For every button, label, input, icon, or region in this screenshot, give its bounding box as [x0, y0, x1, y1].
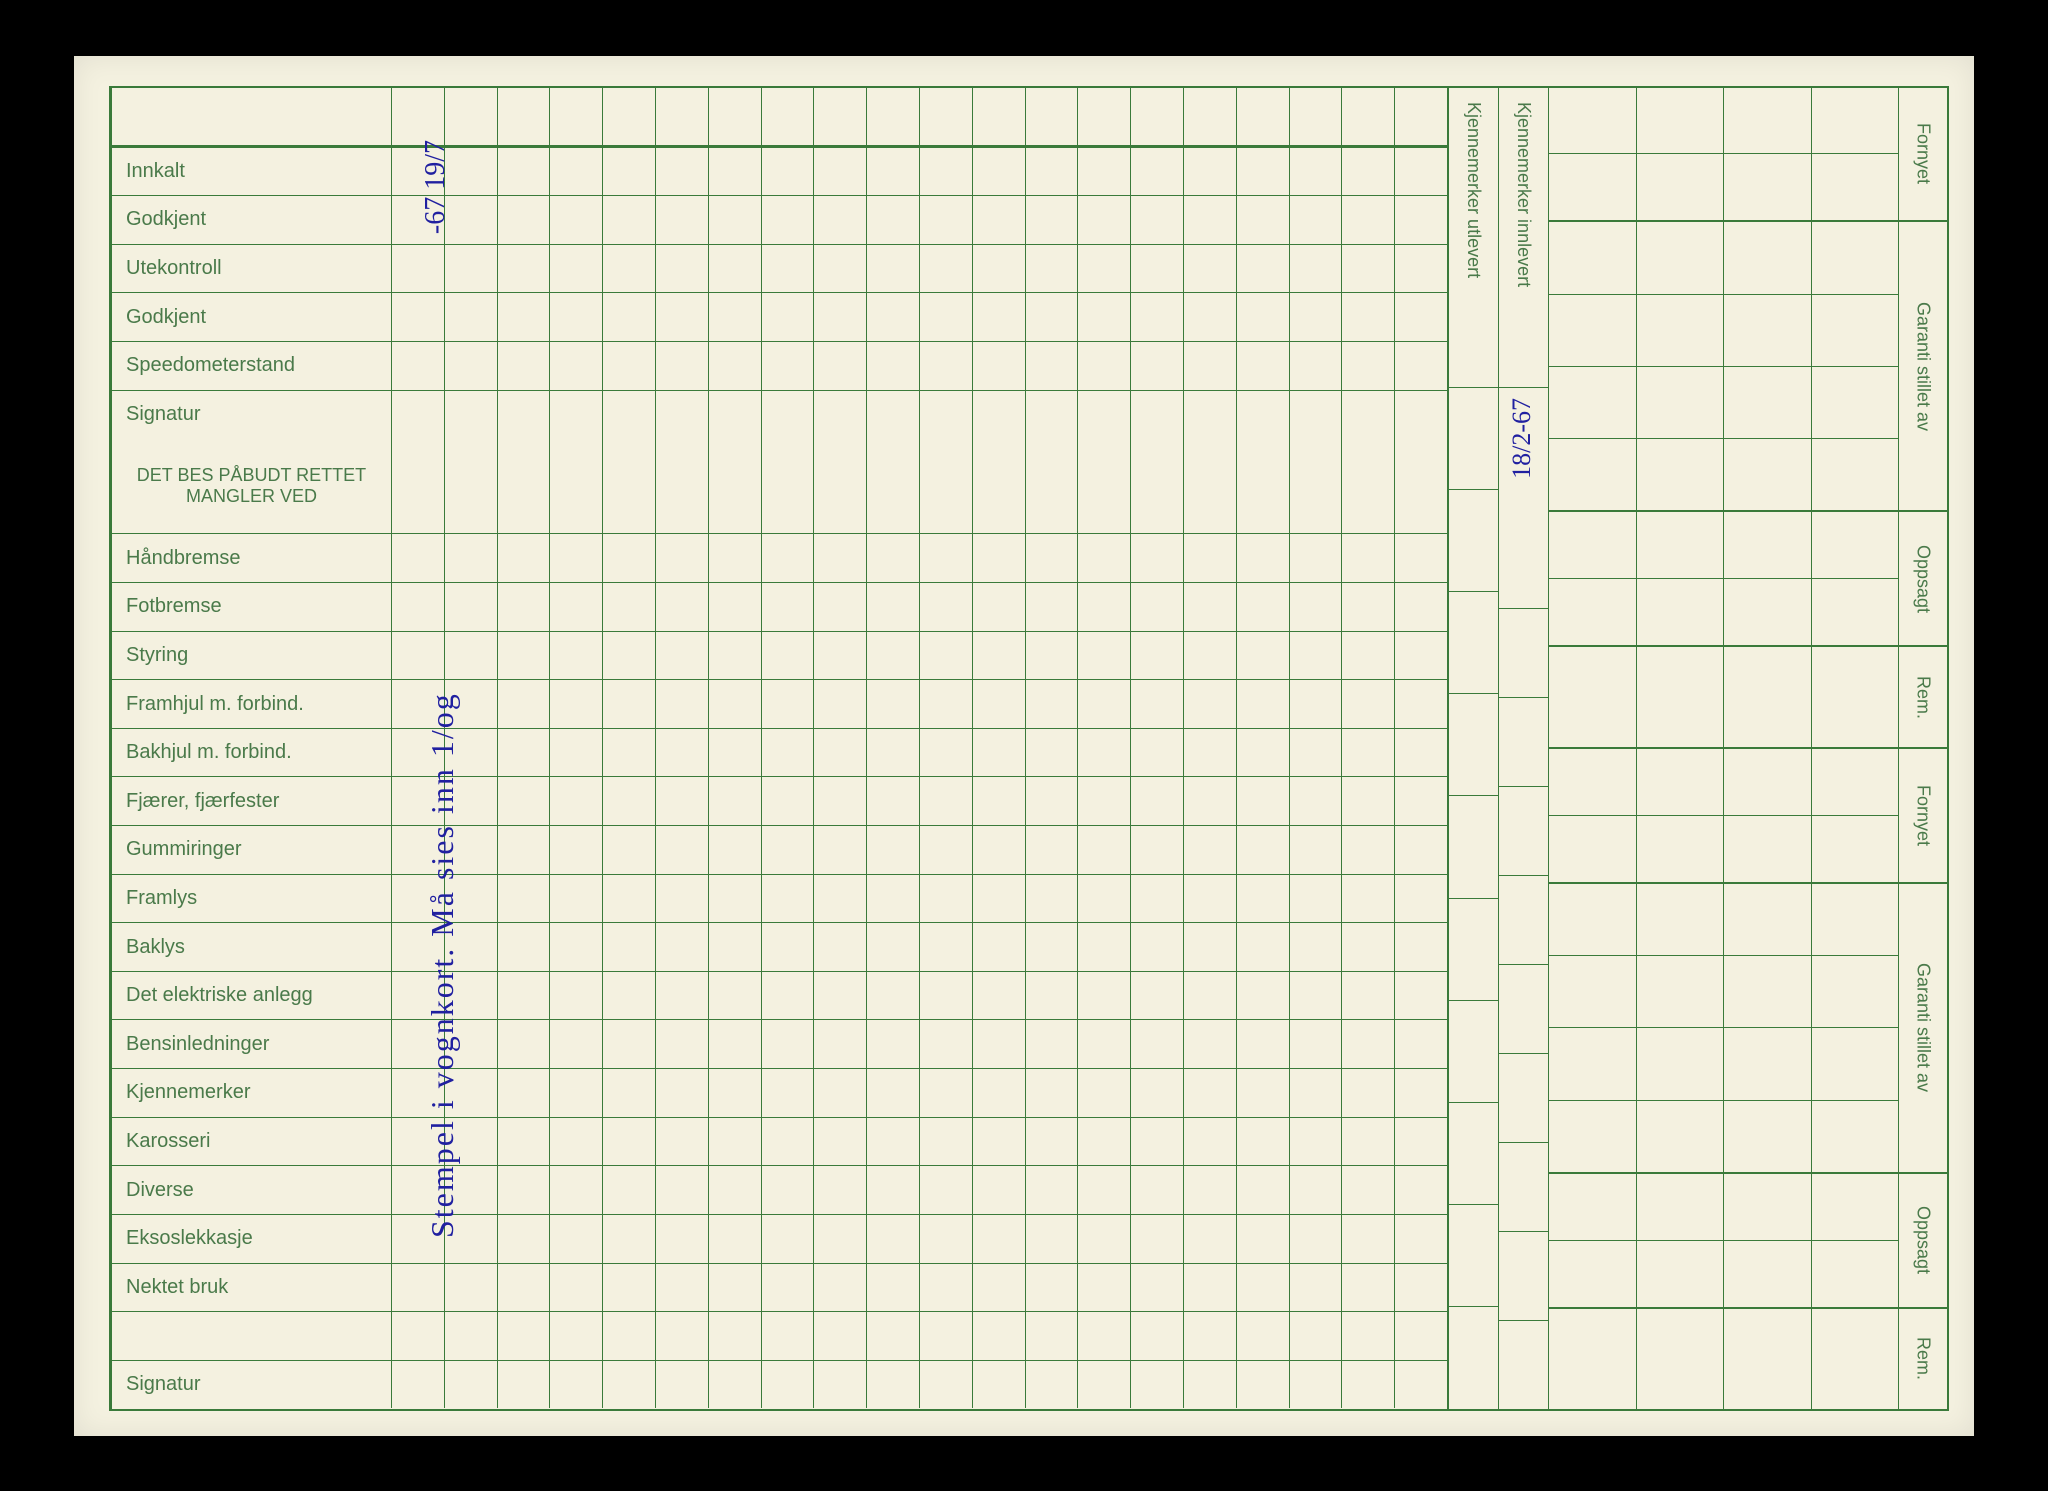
- row-label: Framhjul m. forbind.: [112, 680, 392, 728]
- check-row: Det elektriske anlegg: [112, 972, 1447, 1021]
- check-row: Bensinledninger: [112, 1020, 1447, 1069]
- section-header-line1: DET BES PÅBUDT RETTET: [137, 465, 366, 486]
- main-row: Innkalt: [112, 148, 1447, 197]
- row-label: Nektet bruk: [112, 1264, 392, 1312]
- check-row: [112, 1312, 1447, 1361]
- status-section: Rem.: [1549, 645, 1949, 747]
- check-row: Diverse: [112, 1166, 1447, 1215]
- vehicle-inspection-card: InnkaltGodkjentUtekontrollGodkjentSpeedo…: [74, 56, 1974, 1436]
- row-label: Styring: [112, 632, 392, 680]
- status-section: Fornyet: [1549, 747, 1949, 882]
- check-row: Styring: [112, 632, 1447, 681]
- handwritten-narrow-date: 18/2-67: [1507, 398, 1537, 479]
- status-label: Oppsagt: [1899, 512, 1949, 645]
- check-row: Signatur: [112, 1361, 1447, 1409]
- check-row: Gummiringer: [112, 826, 1447, 875]
- main-layout: InnkaltGodkjentUtekontrollGodkjentSpeedo…: [109, 86, 1949, 1411]
- row-label: Håndbremse: [112, 534, 392, 582]
- row-label: [112, 1312, 392, 1360]
- status-label: Oppsagt: [1899, 1174, 1949, 1307]
- row-label: Signatur: [112, 1361, 392, 1409]
- section-header-row: DET BES PÅBUDT RETTET MANGLER VED: [112, 438, 1447, 534]
- row-label: Eksoslekkasje: [112, 1215, 392, 1263]
- row-label: Diverse: [112, 1166, 392, 1214]
- main-row: Godkjent: [112, 196, 1447, 245]
- check-row: Bakhjul m. forbind.: [112, 729, 1447, 778]
- section-header-line2: MANGLER VED: [186, 486, 317, 507]
- row-label: Utekontroll: [112, 245, 392, 293]
- row-label: Bensinledninger: [112, 1020, 392, 1068]
- status-section: Fornyet: [1549, 86, 1949, 221]
- check-row: Baklys: [112, 923, 1447, 972]
- status-label: Fornyet: [1899, 88, 1949, 221]
- main-row: Signatur: [112, 391, 1447, 439]
- row-label: Karosseri: [112, 1118, 392, 1166]
- rows-section: InnkaltGodkjentUtekontrollGodkjentSpeedo…: [112, 148, 1447, 1409]
- check-row: Eksoslekkasje: [112, 1215, 1447, 1264]
- check-row: Framlys: [112, 875, 1447, 924]
- check-row: Håndbremse: [112, 534, 1447, 583]
- check-row: Kjennemerker: [112, 1069, 1447, 1118]
- row-label: Godkjent: [112, 196, 392, 244]
- narrow-header-utlevert: Kjennemerker utlevert: [1449, 88, 1498, 388]
- row-label: Gummiringer: [112, 826, 392, 874]
- status-label: Garanti stillet av: [1899, 222, 1949, 510]
- row-label: Det elektriske anlegg: [112, 972, 392, 1020]
- check-row: Fotbremse: [112, 583, 1447, 632]
- check-row: Framhjul m. forbind.: [112, 680, 1447, 729]
- status-label: Fornyet: [1899, 749, 1949, 882]
- row-label: Kjennemerker: [112, 1069, 392, 1117]
- inspection-grid: InnkaltGodkjentUtekontrollGodkjentSpeedo…: [109, 86, 1449, 1411]
- header-strip: [112, 88, 1447, 148]
- status-section: Garanti stillet av: [1549, 220, 1949, 510]
- row-label: Bakhjul m. forbind.: [112, 729, 392, 777]
- row-label: Innkalt: [112, 148, 392, 196]
- row-label: Signatur: [112, 391, 392, 439]
- status-label: Rem.: [1899, 1309, 1949, 1409]
- row-label: Baklys: [112, 923, 392, 971]
- narrow-header-innlevert: Kjennemerker innlevert: [1499, 88, 1548, 388]
- status-section: Oppsagt: [1549, 510, 1949, 645]
- check-row: Karosseri: [112, 1118, 1447, 1167]
- main-row: Godkjent: [112, 293, 1447, 342]
- row-label: Speedometerstand: [112, 342, 392, 390]
- row-label: Fjærer, fjærfester: [112, 777, 392, 825]
- status-section: Garanti stillet av: [1549, 882, 1949, 1172]
- check-row: Fjærer, fjærfester: [112, 777, 1447, 826]
- main-row: Speedometerstand: [112, 342, 1447, 391]
- row-label: Godkjent: [112, 293, 392, 341]
- status-section: Rem.: [1549, 1307, 1949, 1411]
- check-row: Nektet bruk: [112, 1264, 1447, 1313]
- status-label: Garanti stillet av: [1899, 884, 1949, 1172]
- kjennemerker-columns: Kjennemerker utlevert Kjennemerker innle…: [1449, 86, 1549, 1411]
- status-label: Rem.: [1899, 647, 1949, 747]
- main-row: Utekontroll: [112, 245, 1447, 294]
- row-label: Fotbremse: [112, 583, 392, 631]
- status-section: Oppsagt: [1549, 1172, 1949, 1307]
- row-label: Framlys: [112, 875, 392, 923]
- right-status-panel: FornyetGaranti stillet avOppsagtRem.Forn…: [1549, 86, 1949, 1411]
